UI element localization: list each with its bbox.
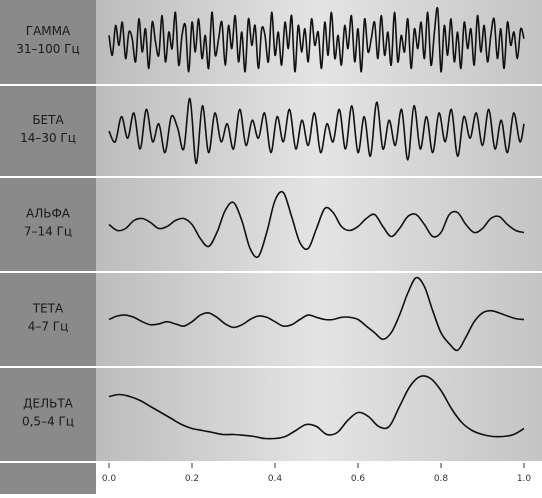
band-name: ДЕЛЬТА (23, 397, 74, 411)
wave-line-бета (108, 97, 525, 165)
band-label-bg (0, 273, 96, 366)
band-range: 0,5–4 Гц (22, 415, 74, 429)
band-name: ТЕТА (32, 302, 64, 316)
x-tick-label: 0.0 (102, 474, 117, 484)
x-tick-label: 0.6 (351, 474, 366, 484)
plot-area (96, 86, 542, 176)
wave-line-дельта (108, 375, 525, 440)
band-range: 7–14 Гц (24, 225, 72, 239)
band-name: АЛЬФА (26, 207, 71, 221)
band-range: 31–100 Гц (16, 42, 79, 56)
panel-1: БЕТА 14–30 Гц (0, 86, 542, 176)
band-label-bg (0, 178, 96, 271)
panel-2: АЛЬФА 7–14 Гц (0, 178, 542, 271)
band-name: ГАММА (26, 24, 71, 38)
band-label-bg (0, 368, 96, 461)
band-range: 4–7 Гц (28, 320, 69, 334)
band-label-bg (0, 86, 96, 176)
plot-area (96, 368, 542, 461)
wave-line-альфа (108, 190, 525, 259)
wave-line-тета (108, 276, 525, 352)
panel-4: ДЕЛЬТА 0,5–4 Гц (0, 368, 542, 461)
panel-3: ТЕТА 4–7 Гц (0, 273, 542, 366)
x-tick-label: 0.4 (268, 474, 283, 484)
plot-area (96, 273, 542, 366)
plot-area (96, 178, 542, 271)
band-label-bg (0, 0, 96, 84)
x-tick-label: 0.8 (434, 474, 449, 484)
axis-label-bg (0, 463, 96, 494)
x-tick-label: 0.2 (185, 474, 199, 484)
panel-0: ГАММА 31–100 Гц (0, 0, 542, 84)
axis-strip (96, 463, 542, 494)
wave-line-гамма (108, 6, 525, 73)
x-tick-label: 1.0 (517, 474, 532, 484)
band-name: БЕТА (32, 113, 64, 127)
band-range: 14–30 Гц (20, 131, 76, 145)
